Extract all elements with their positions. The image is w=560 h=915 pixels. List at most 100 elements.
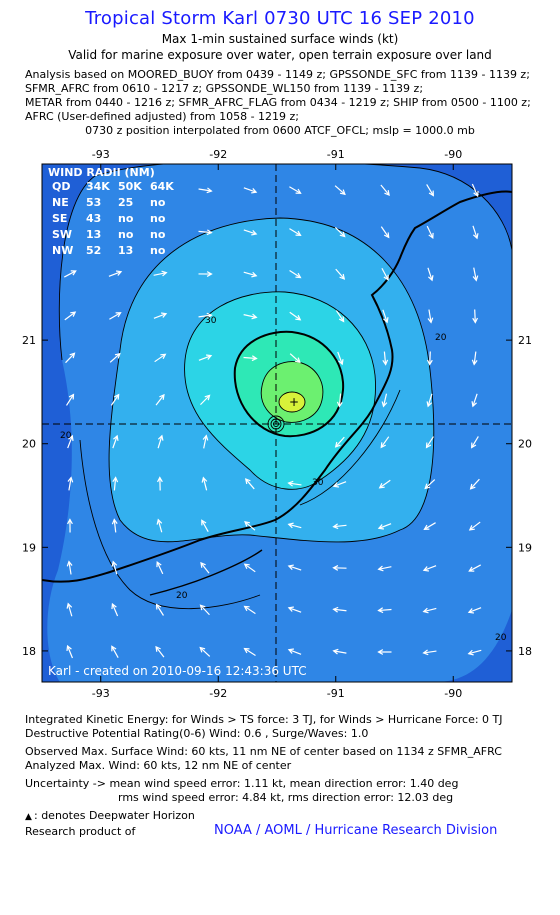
- wind-vector-head: [251, 313, 258, 320]
- wind-vector: [109, 312, 121, 320]
- wind-vector: [333, 608, 347, 612]
- wind-vector: [333, 524, 347, 528]
- wind-vector: [337, 351, 343, 365]
- wind-vector: [426, 225, 434, 239]
- wind-vector-head: [426, 401, 433, 408]
- wind-region-60kt: [279, 392, 305, 412]
- wind-vector: [198, 355, 212, 361]
- x-tick-label: -90: [444, 687, 462, 700]
- wind-vector-head: [423, 524, 430, 530]
- wind-vector: [289, 311, 301, 321]
- wind-vector: [203, 435, 207, 449]
- wind-radii-header: WIND RADII (NM): [48, 166, 155, 179]
- wind-vector: [423, 565, 437, 571]
- wind-vector: [473, 351, 477, 365]
- wind-vector-head: [426, 359, 433, 366]
- x-tick-label: -90: [444, 148, 462, 161]
- wind-vector-head: [113, 434, 119, 441]
- wind-vector: [288, 607, 302, 613]
- wind-vector-head: [70, 270, 77, 276]
- wind-vector: [202, 477, 208, 491]
- wind-vector-head: [159, 393, 165, 400]
- wind-vector-head: [251, 229, 258, 236]
- wind-vector: [63, 270, 77, 278]
- wind-vector: [113, 477, 117, 491]
- wind-vector-head: [295, 188, 302, 194]
- wind-vector: [200, 562, 210, 574]
- wind-vector: [382, 309, 388, 323]
- wind-vector-head: [422, 607, 429, 614]
- wind-vector: [201, 520, 209, 532]
- wind-vector-head: [206, 187, 213, 194]
- wind-radii-cell: 25: [118, 196, 133, 209]
- wind-vector-head: [67, 476, 74, 483]
- wind-vector: [199, 647, 211, 657]
- wind-vector-head: [467, 649, 474, 656]
- wind-vector: [379, 479, 391, 489]
- wind-vector-head: [332, 482, 339, 488]
- wind-vector-head: [206, 271, 213, 277]
- wind-vector: [65, 352, 75, 364]
- wind-radii-cell: no: [118, 212, 134, 225]
- max-wind-marker: +: [289, 395, 299, 409]
- y-tick-label: 18: [518, 645, 532, 658]
- wind-vector: [469, 521, 481, 531]
- wind-vector: [244, 521, 256, 531]
- wind-vector-head: [295, 272, 302, 279]
- wind-vector-head: [287, 564, 294, 571]
- wind-vector: [380, 184, 390, 196]
- wind-vector-head: [472, 317, 479, 324]
- analysis-line: Analysis based on MOORED_BUOY from 0439 …: [25, 68, 530, 81]
- wind-vector: [111, 603, 119, 617]
- wind-vector-head: [251, 188, 258, 194]
- wind-vector: [156, 604, 164, 616]
- wind-vector: [157, 519, 163, 533]
- wind-vector-head: [377, 524, 384, 530]
- noaa-aoml-link[interactable]: NOAA / AOML / Hurricane Research Divisio…: [214, 823, 498, 838]
- wind-vector-head: [332, 523, 339, 530]
- wind-radii-cell: no: [150, 212, 166, 225]
- dpr-line: Destructive Potential Rating(0-6) Wind: …: [25, 727, 369, 740]
- wind-vector: [289, 228, 301, 236]
- wind-vector: [153, 272, 167, 276]
- contour-label: 30: [312, 478, 324, 488]
- wind-vector-head: [471, 442, 477, 449]
- wind-vector-head: [69, 352, 76, 359]
- wind-vector-head: [201, 476, 208, 483]
- wind-radii-cell: 43: [86, 212, 101, 225]
- wind-vector: [243, 229, 257, 235]
- wind-vector-head: [70, 311, 77, 317]
- wind-vector-head: [111, 560, 118, 567]
- wind-vector: [154, 353, 166, 363]
- wind-vector-head: [199, 646, 206, 653]
- wind-vector: [244, 605, 256, 615]
- wind-vector: [112, 561, 118, 575]
- wind-vector-head: [160, 353, 167, 360]
- wind-vector: [200, 604, 210, 616]
- creation-credit: Karl - created on 2010-09-16 12:43:36 UT…: [48, 664, 307, 678]
- x-tick-label: -93: [92, 687, 110, 700]
- wind-vector-head: [338, 316, 345, 323]
- wind-vector-head: [378, 483, 385, 489]
- wind-vector-head: [66, 560, 73, 567]
- wind-vector-head: [200, 561, 206, 568]
- wind-vector: [471, 436, 479, 448]
- wind-radii-cell: SW: [52, 228, 72, 241]
- wind-vector-head: [334, 441, 341, 448]
- wind-vector-head: [244, 478, 251, 485]
- wind-vector: [472, 225, 478, 239]
- wind-radii-cell: NW: [52, 244, 73, 257]
- wind-vector: [289, 186, 301, 194]
- wind-vector: [427, 393, 433, 407]
- wind-vector: [471, 183, 479, 197]
- wind-vector-head: [243, 563, 250, 569]
- wind-vector: [200, 394, 210, 406]
- wind-vector-head: [383, 274, 389, 281]
- wind-vector-head: [244, 521, 251, 527]
- contour-label: 20: [435, 333, 447, 343]
- wind-radii-column-header: 34K: [86, 180, 110, 193]
- wind-vector-head: [251, 271, 258, 278]
- wind-vector: [155, 394, 165, 406]
- wind-vector-head: [111, 645, 117, 652]
- wind-vector-head: [206, 312, 213, 319]
